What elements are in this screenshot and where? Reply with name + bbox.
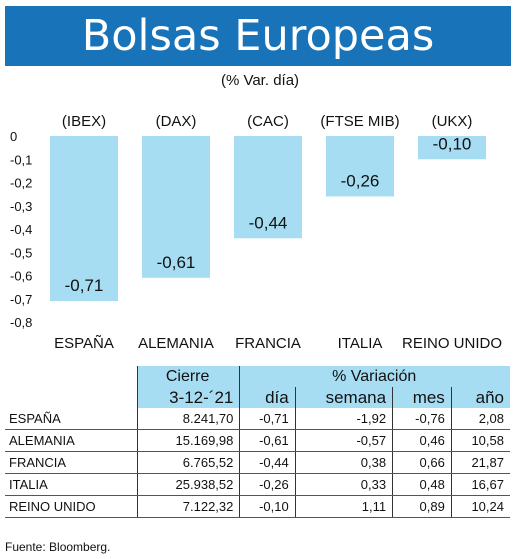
bar-chart: 0 -0,1 -0,2 -0,3 -0,4 -0,5 -0,6 -0,7 -0,8 (IBEX) -… — [10, 113, 502, 352]
cell-mes: 0,89 — [392, 495, 452, 518]
data-label: -0,26 — [341, 171, 380, 190]
y-tick-label: -0,4 — [10, 222, 32, 237]
data-label: -0,10 — [433, 134, 472, 153]
table-header-blank — [5, 387, 138, 408]
col-semana: semana — [294, 387, 393, 408]
y-tick-label: -0,1 — [10, 152, 32, 167]
data-label: -0,44 — [249, 213, 288, 232]
quotes-table: Cierre % Variación 3-12-´21 día semana m… — [5, 366, 510, 518]
cell-mes: 0,66 — [392, 451, 452, 474]
y-tick-label: 0 — [10, 129, 17, 144]
cell-ano: 16,67 — [450, 473, 510, 496]
cell-ano: 10,58 — [450, 429, 510, 452]
cell-dia: -0,10 — [239, 495, 296, 518]
bar — [50, 136, 118, 302]
row-name: ALEMANIA — [5, 429, 138, 452]
cell-semana: 1,11 — [294, 495, 393, 518]
y-tick-label: -0,8 — [10, 315, 32, 330]
row-name: ITALIA — [5, 473, 138, 496]
col-mes: mes — [392, 387, 452, 408]
row-name: ESPAÑA — [5, 408, 138, 430]
bar — [326, 136, 394, 197]
cell-dia: -0,26 — [239, 473, 296, 496]
cell-dia: -0,61 — [239, 429, 296, 452]
cell-cierre: 8.241,70 — [136, 408, 240, 430]
data-label: -0,71 — [65, 276, 104, 295]
table-header-blank — [5, 366, 138, 387]
header-variacion: % Variación — [239, 366, 510, 387]
page-title: Bolsas Europeas — [81, 11, 435, 61]
table-group-header: Cierre % Variación — [5, 366, 510, 387]
cell-cierre: 6.765,52 — [136, 451, 240, 474]
cell-ano: 10,24 — [450, 495, 510, 518]
bar — [418, 136, 486, 160]
row-name: FRANCIA — [5, 451, 138, 474]
cell-ano: 21,87 — [450, 451, 510, 474]
index-label: (CAC) — [247, 113, 289, 130]
table-row: FRANCIA 6.765,52 -0,44 0,38 0,66 21,87 — [5, 451, 510, 474]
cell-semana: -0,57 — [294, 429, 393, 452]
x-tick-label: REINO UNIDO — [402, 335, 502, 352]
x-tick-label: ALEMANIA — [138, 335, 214, 352]
cell-cierre: 7.122,32 — [136, 495, 240, 518]
y-tick-label: -0,2 — [10, 176, 32, 191]
cell-semana: -1,92 — [294, 408, 393, 430]
cell-dia: -0,71 — [239, 408, 296, 430]
col-dia: día — [239, 387, 296, 408]
col-date: 3-12-´21 — [136, 387, 240, 408]
x-tick-label: ITALIA — [338, 335, 383, 352]
cell-cierre: 25.938,52 — [136, 473, 240, 496]
chart-subtitle: (% Var. día) — [220, 72, 300, 89]
cell-dia: -0,44 — [239, 451, 296, 474]
data-label: -0,61 — [157, 253, 196, 272]
table-row: ITALIA 25.938,52 -0,26 0,33 0,48 16,67 — [5, 473, 510, 496]
y-tick-label: -0,7 — [10, 292, 32, 307]
index-label: (DAX) — [156, 113, 197, 130]
cell-semana: 0,33 — [294, 473, 393, 496]
header-cierre: Cierre — [136, 366, 240, 387]
title-banner: Bolsas Europeas — [5, 6, 511, 66]
index-label: (UKX) — [432, 113, 473, 130]
y-tick-label: -0,5 — [10, 245, 32, 260]
cell-cierre: 15.169,98 — [136, 429, 240, 452]
table-row: ALEMANIA 15.169,98 -0,61 -0,57 0,46 10,5… — [5, 429, 510, 452]
y-tick-label: -0,6 — [10, 269, 32, 284]
col-ano: año — [450, 387, 510, 408]
table-row: REINO UNIDO 7.122,32 -0,10 1,11 0,89 10,… — [5, 495, 510, 518]
cell-mes: 0,48 — [392, 473, 452, 496]
table-row: ESPAÑA 8.241,70 -0,71 -1,92 -0,76 2,08 — [5, 408, 510, 430]
cell-semana: 0,38 — [294, 451, 393, 474]
cell-mes: -0,76 — [392, 408, 452, 430]
bar — [234, 136, 302, 239]
source-note: Fuente: Bloomberg. — [5, 540, 111, 554]
cell-ano: 2,08 — [450, 408, 510, 430]
row-name: REINO UNIDO — [5, 495, 138, 518]
cell-mes: 0,46 — [392, 429, 452, 452]
x-tick-label: ESPAÑA — [54, 335, 114, 352]
y-tick-label: -0,3 — [10, 199, 32, 214]
x-tick-label: FRANCIA — [235, 335, 301, 352]
index-label: (IBEX) — [62, 113, 106, 130]
bar — [142, 136, 210, 278]
table-column-header: 3-12-´21 día semana mes año — [5, 387, 510, 408]
index-label: (FTSE MIB) — [320, 113, 399, 130]
